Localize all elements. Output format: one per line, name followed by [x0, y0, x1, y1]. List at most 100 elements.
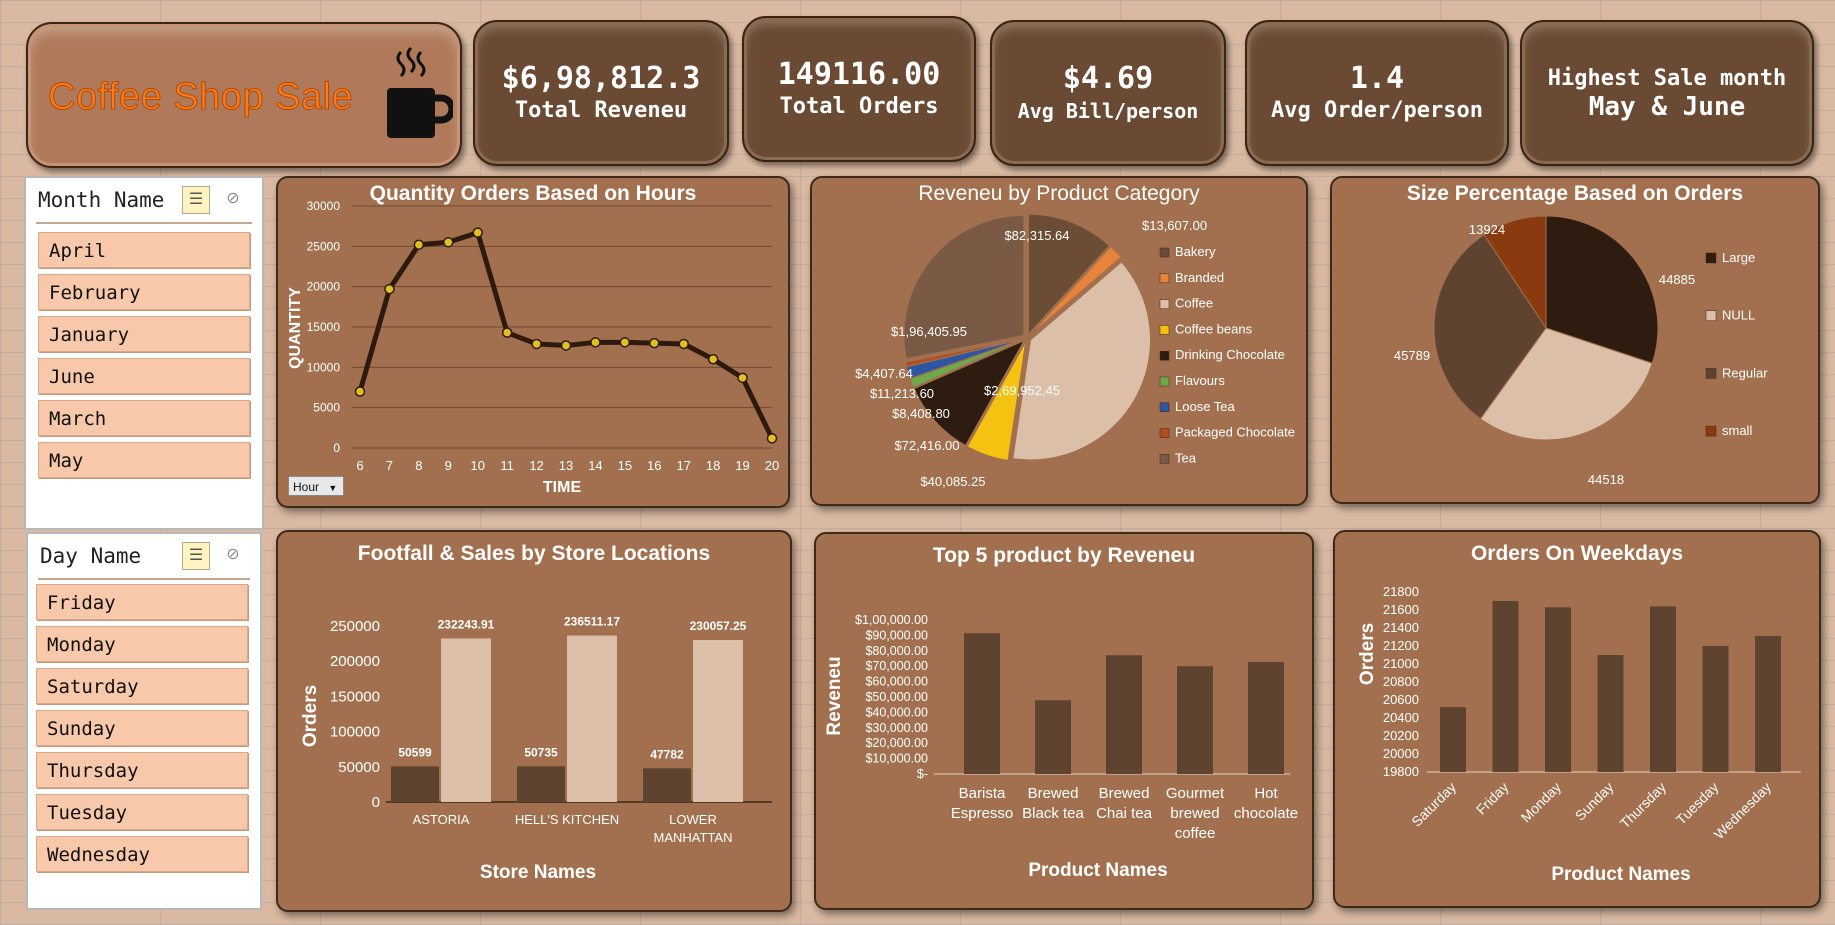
slicer-item-february[interactable]: February: [38, 274, 250, 310]
legend-label: Branded: [1175, 270, 1224, 285]
x-tick-label: 8: [415, 458, 422, 473]
data-label: 232243.91: [438, 618, 495, 632]
data-label: 13924: [1469, 222, 1505, 237]
pie-slice: [1027, 213, 1111, 336]
slicer-item-monday[interactable]: Monday: [36, 626, 248, 662]
data-point: [707, 354, 719, 365]
slicer-item-thursday[interactable]: Thursday: [36, 752, 248, 788]
x-axis-label: TIME: [543, 479, 582, 496]
multi-select-icon[interactable]: ☰: [182, 186, 210, 214]
x-tick-label: 10: [470, 458, 484, 473]
size-percentage-panel: Size Percentage Based on Orders 44885 445…: [1330, 176, 1820, 504]
day-slicer[interactable]: Day Name ☰ ⊘ Friday Monday Saturday Sund…: [26, 532, 262, 910]
legend-label: Loose Tea: [1175, 399, 1236, 414]
slicer-item-april[interactable]: April: [38, 232, 250, 268]
kpi-label: Highest Sale month: [1547, 66, 1787, 91]
slicer-item-sunday[interactable]: Sunday: [36, 710, 248, 746]
data-point: [619, 337, 631, 348]
y-axis-label: Reveneu: [824, 656, 845, 735]
data-label: 45789: [1394, 348, 1430, 363]
y-tick-label: $1,00,000.00: [855, 613, 928, 627]
x-tick-label: Hot: [1254, 785, 1278, 802]
legend-swatch: [1159, 454, 1170, 464]
x-tick-label: 16: [647, 458, 661, 473]
slicer-item-june[interactable]: June: [38, 358, 250, 394]
x-tick-label: chocolate: [1234, 805, 1298, 822]
line-chart: 0 5000 10000 15000 20000 25000 30000 6 7 8 9 10 11 12…: [287, 199, 779, 496]
pie-slice: [1479, 327, 1653, 441]
bar: [1702, 646, 1729, 772]
y-tick-label: 0: [333, 441, 340, 455]
hour-filter-button[interactable]: Hour ▼: [288, 476, 344, 496]
x-axis-label: Product Names: [1028, 860, 1167, 881]
data-point: [413, 239, 425, 250]
kpi-value: 1.4: [1349, 61, 1405, 96]
bar: [567, 635, 617, 802]
y-axis-label: QUANTITY: [287, 287, 304, 369]
x-axis-label: Store Names: [480, 862, 596, 883]
kpi-value: May & June: [1588, 92, 1746, 122]
quantity-by-hour-panel: Quantity Orders Based on Hours 0 5000 1000…: [276, 176, 790, 508]
slicer-item-march[interactable]: March: [38, 400, 250, 436]
multi-select-icon[interactable]: ☰: [182, 542, 210, 570]
slicer-item-wednesday[interactable]: Wednesday: [36, 836, 248, 872]
bar: [391, 766, 439, 802]
x-tick-label: ASTORIA: [413, 812, 470, 827]
pie-slice: [913, 339, 1026, 447]
top-products-panel: Top 5 product by Reveneu $- $10,000.00 $20…: [814, 532, 1314, 910]
bar: [1248, 662, 1284, 774]
legend-swatch: [1705, 425, 1717, 437]
dashboard-title: Coffee Shop Sale: [47, 76, 354, 119]
legend-swatch: [1159, 247, 1170, 258]
slicer-item-tuesday[interactable]: Tuesday: [36, 794, 248, 830]
x-tick-label: 11: [500, 458, 513, 473]
data-point: [472, 227, 483, 238]
slicer-item-saturday[interactable]: Saturday: [36, 668, 248, 704]
clear-filter-icon[interactable]: ⊘: [226, 546, 240, 563]
clear-filter-icon[interactable]: ⊘: [226, 190, 240, 207]
bar: [1106, 655, 1142, 774]
chart-title: Footfall & Sales by Store Locations: [357, 542, 711, 565]
y-tick-label: 20600: [1383, 692, 1419, 707]
pie-slice: [1433, 234, 1547, 420]
data-point: [531, 338, 542, 350]
chart-title: Top 5 product by Reveneu: [932, 544, 1196, 567]
slicer-item-may[interactable]: May: [38, 442, 250, 478]
orders-on-weekdays-panel: Orders On Weekdays 19800 20000 20200 20400 2…: [1333, 530, 1821, 908]
x-tick-label: 9: [445, 458, 452, 473]
bar: [1035, 700, 1071, 774]
x-tick-label: Black tea: [1022, 805, 1084, 822]
data-point: [766, 433, 778, 444]
y-tick-label: 50000: [338, 759, 380, 776]
y-tick-label: 21200: [1383, 638, 1419, 653]
data-point: [443, 237, 454, 248]
y-tick-label: 30000: [307, 199, 341, 213]
x-tick-label: brewed: [1170, 805, 1219, 822]
data-label: $13,607.00: [1142, 218, 1207, 233]
kpi-label: Total Orders: [779, 94, 939, 119]
y-tick-label: 20800: [1383, 674, 1419, 689]
bar: [964, 633, 1000, 774]
legend-label: Flavours: [1175, 373, 1225, 388]
kpi-label: Avg Order/person: [1271, 98, 1483, 123]
y-tick-label: 5000: [313, 401, 340, 415]
x-tick-label: Friday: [1473, 779, 1512, 818]
y-tick-label: 150000: [330, 688, 380, 705]
x-tick-label: Saturday: [1408, 779, 1459, 830]
bar: [1545, 607, 1571, 772]
month-slicer[interactable]: Month Name ☰ ⊘ April February January Ju…: [24, 176, 264, 530]
slicer-item-january[interactable]: January: [38, 316, 250, 352]
y-tick-label: $90,000.00: [865, 628, 928, 642]
x-tick-label: Gourmet: [1166, 785, 1225, 802]
y-tick-label: $50,000.00: [865, 690, 928, 704]
x-tick-label: 15: [618, 458, 632, 473]
data-label: $4,407.64: [855, 366, 913, 381]
slicer-item-friday[interactable]: Friday: [36, 584, 248, 620]
legend-swatch: [1159, 273, 1170, 284]
y-tick-label: 19800: [1383, 764, 1419, 779]
legend-label: Coffee: [1175, 296, 1213, 311]
legend-label: small: [1722, 423, 1752, 438]
bar: [1597, 655, 1624, 772]
legend-label: Drinking Chocolate: [1175, 347, 1285, 362]
y-tick-label: $30,000.00: [865, 721, 928, 735]
